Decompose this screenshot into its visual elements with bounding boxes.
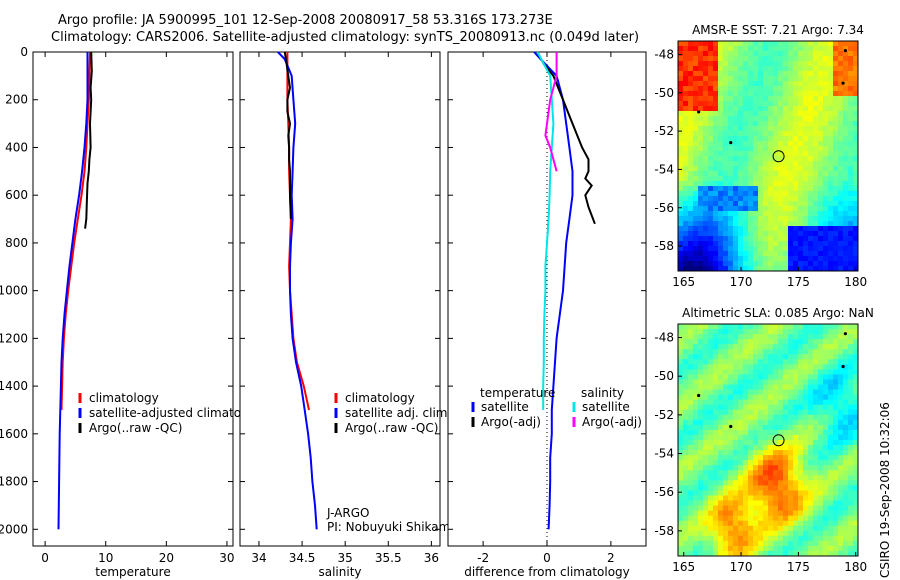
difference-legend-label: Argo(-adj) <box>481 415 541 429</box>
amsre-sst-ytick-label: -50 <box>654 86 674 100</box>
salinity-axes-box <box>239 51 441 547</box>
salinity-xtick-label: 34.5 <box>289 551 316 565</box>
temperature-legend-label: Argo(..raw -QC) <box>89 421 182 435</box>
temperature-xtick-label: 20 <box>159 551 174 565</box>
difference-legend-label: satellite <box>582 400 630 414</box>
amsre-sst-ytick-label: -48 <box>654 47 674 61</box>
amsre-sst-float-dot <box>843 48 847 53</box>
amsre-sst-xtick-label: 180 <box>844 275 867 289</box>
salinity-xtick-label: 35 <box>338 551 353 565</box>
temperature-axes-box <box>32 51 234 547</box>
generated-by-label: CSIRO 19-Sep-2008 10:32:06 <box>878 402 892 578</box>
altimetric-sla-xtick-label: 170 <box>730 560 753 574</box>
difference-legend-label: Argo(-adj) <box>582 415 642 429</box>
depth-tick-label: 600 <box>5 188 28 202</box>
altimetric-sla-title: Altimetric SLA: 0.085 Argo: NaN <box>682 306 874 320</box>
amsre-sst-title: AMSR-E SST: 7.21 Argo: 7.34 <box>692 23 864 37</box>
salinity-xtick-label: 34 <box>251 551 266 565</box>
temperature-xtick-label: 0 <box>41 551 49 565</box>
temperature-legend-label: satellite-adjusted climatology <box>89 406 267 420</box>
altimetric-sla-axes-box <box>677 323 859 557</box>
altimetric-sla-ytick-label: -48 <box>654 331 674 345</box>
altimetric-sla-float-dot <box>729 424 733 429</box>
salinity-xtick-label: 35.5 <box>375 551 402 565</box>
amsre-sst-ytick-label: -54 <box>654 162 674 176</box>
salinity-legend-label: satellite adj. clim. <box>345 406 451 420</box>
altimetric-sla-ytick-label: -58 <box>654 524 674 538</box>
altimetric-sla-float-dot <box>697 393 701 398</box>
depth-tick-label: 200 <box>5 93 28 107</box>
salinity-xtick-label: 36 <box>424 551 439 565</box>
salinity-series-line <box>283 51 292 220</box>
diff-legend-header-temperature: temperature <box>480 386 555 400</box>
temperature-xlabel: temperature <box>95 565 170 579</box>
difference-xlabel: difference from climatology <box>464 565 630 579</box>
altimetric-sla-xtick-label: 180 <box>844 560 867 574</box>
depth-tick-label: 1600 <box>0 427 28 441</box>
difference-xtick-label: 0 <box>543 551 551 565</box>
figure-title-line-1: Argo profile: JA 5900995_101 12-Sep-2008… <box>58 13 553 28</box>
salinity-legend-label: climatology <box>345 391 415 405</box>
altimetric-sla-float-dot <box>841 364 845 369</box>
salinity-xlabel: salinity <box>318 565 361 579</box>
depth-tick-label: 2000 <box>0 522 28 536</box>
difference-legend-label: satellite <box>481 400 529 414</box>
amsre-sst-ytick-label: -52 <box>654 124 674 138</box>
temperature-series-line <box>60 51 91 411</box>
difference-axes-box <box>447 51 647 547</box>
difference-series-line <box>536 51 555 410</box>
altimetric-sla-ytick-label: -50 <box>654 369 674 383</box>
amsre-sst-argo-position-marker <box>772 150 785 163</box>
depth-tick-label: 1400 <box>0 379 28 393</box>
amsre-sst-xtick-label: 170 <box>730 275 753 289</box>
difference-xtick-label: 2 <box>607 551 615 565</box>
salinity-legend-label: Argo(..raw -QC) <box>345 421 438 435</box>
temperature-legend-label: climatology <box>89 391 159 405</box>
altimetric-sla-argo-position-marker <box>772 434 785 447</box>
depth-tick-label: 1000 <box>0 284 28 298</box>
temperature-series-line <box>84 51 93 229</box>
figure-title-line-2: Climatology: CARS2006. Satellite-adjuste… <box>51 30 640 45</box>
difference-xtick-label: -2 <box>477 551 489 565</box>
depth-tick-label: 800 <box>5 236 28 250</box>
amsre-sst-heatmap-field <box>678 41 859 272</box>
altimetric-sla-ytick-label: -56 <box>654 485 674 499</box>
altimetric-sla-ytick-label: -54 <box>654 447 674 461</box>
amsre-sst-axes-box <box>677 40 859 272</box>
depth-tick-label: 1200 <box>0 331 28 345</box>
altimetric-sla-xtick-label: 175 <box>787 560 810 574</box>
amsre-sst-float-dot <box>697 110 701 114</box>
salinity-annotation-line: PI: Nobuyuki Shikama <box>327 520 458 534</box>
depth-tick-label: 400 <box>5 140 28 154</box>
temperature-series-line <box>57 52 89 530</box>
depth-tick-label: 0 <box>20 45 28 59</box>
amsre-sst-xtick-label: 165 <box>672 275 695 289</box>
difference-series-line <box>544 52 558 172</box>
salinity-series-line <box>277 51 318 530</box>
depth-tick-label: 1800 <box>0 475 28 489</box>
temperature-xtick-label: 10 <box>98 551 113 565</box>
amsre-sst-ytick-label: -58 <box>654 239 674 253</box>
temperature-xtick-label: 30 <box>219 551 234 565</box>
difference-series-line <box>533 51 574 530</box>
altimetric-sla-float-dot <box>843 332 847 336</box>
amsre-sst-ytick-label: -56 <box>654 201 674 215</box>
amsre-sst-float-dot <box>729 140 733 145</box>
diff-legend-header-salinity: salinity <box>581 386 624 400</box>
difference-series-line <box>536 51 596 225</box>
amsre-sst-float-dot <box>841 81 845 85</box>
altimetric-sla-xtick-label: 165 <box>672 560 695 574</box>
salinity-annotation-line: J-ARGO <box>326 506 369 520</box>
altimetric-sla-ytick-label: -52 <box>654 408 674 422</box>
altimetric-sla-heatmap-field <box>678 324 859 557</box>
amsre-sst-xtick-label: 175 <box>787 275 810 289</box>
